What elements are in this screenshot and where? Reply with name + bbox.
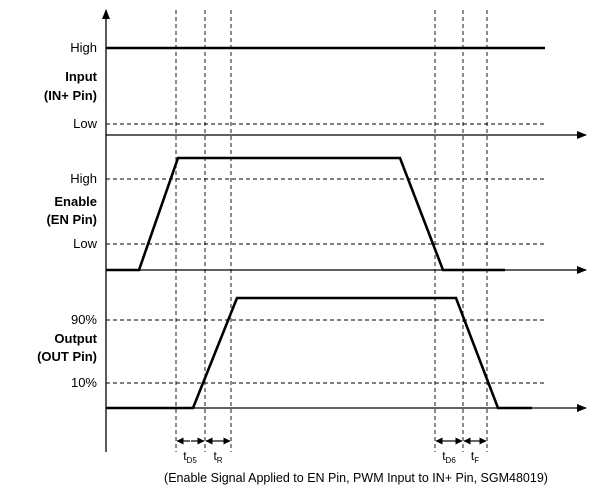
input-title: Input	[65, 69, 97, 84]
output-waveform	[106, 296, 532, 410]
td6-label: tD6	[442, 449, 456, 465]
input-subtitle: (IN+ Pin)	[44, 88, 97, 103]
level-labels: High Low High Low 90% 10%	[70, 40, 97, 390]
enable-waveform	[106, 156, 505, 272]
tr-label: tR	[213, 449, 222, 465]
waveforms	[106, 46, 545, 410]
enable-subtitle: (EN Pin)	[46, 212, 97, 227]
td5-label: tD5	[183, 449, 197, 465]
output-90-label: 90%	[71, 312, 97, 327]
tf-label: tF	[471, 449, 479, 465]
axes	[102, 9, 587, 452]
enable-low-label: Low	[73, 236, 97, 251]
output-title: Output	[54, 331, 97, 346]
output-subtitle: (OUT Pin)	[37, 349, 97, 364]
enable-high-label: High	[70, 171, 97, 186]
panel-titles: Input (IN+ Pin) Enable (EN Pin) Output (…	[37, 69, 98, 364]
level-guide-lines	[106, 123, 545, 384]
enable-title: Enable	[54, 194, 97, 209]
timing-labels: tD5 tR tD6 tF	[183, 449, 479, 465]
figure-caption: (Enable Signal Applied to EN Pin, PWM In…	[164, 471, 548, 485]
input-high-label: High	[70, 40, 97, 55]
input-low-label: Low	[73, 116, 97, 131]
output-10-label: 10%	[71, 375, 97, 390]
timing-guide-lines	[175, 10, 488, 452]
